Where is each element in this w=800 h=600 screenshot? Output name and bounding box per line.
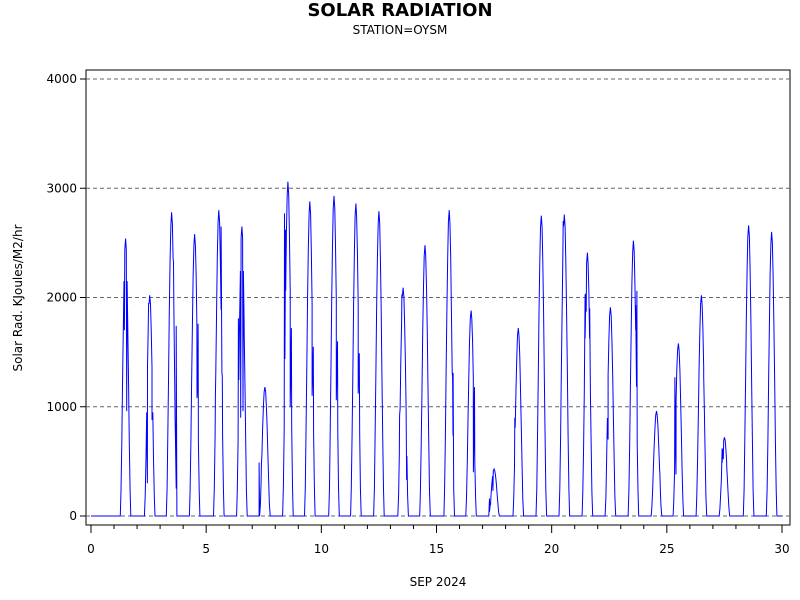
chart-subtitle: STATION=OYSM	[352, 23, 448, 37]
x-axis-label: SEP 2024	[410, 575, 467, 589]
y-tick-label: 1000	[46, 400, 77, 414]
x-axis-ticks: 0 5 10 15 20 25 30	[87, 525, 790, 556]
x-tick-label: 30	[774, 542, 789, 556]
x-tick-label: 20	[544, 542, 559, 556]
y-axis-ticks: 0 1000 2000 3000 4000	[46, 72, 86, 523]
x-tick-label: 5	[202, 542, 210, 556]
x-tick-label: 15	[429, 542, 444, 556]
y-axis-label: Solar Rad. KJoules/M2/hr	[11, 224, 25, 371]
y-tick-label: 2000	[46, 291, 77, 305]
x-tick-label: 25	[659, 542, 674, 556]
chart-title: SOLAR RADIATION	[307, 0, 493, 21]
y-tick-label: 4000	[46, 72, 77, 86]
series-line	[91, 181, 782, 517]
grid-lines	[86, 78, 790, 517]
y-tick-label: 0	[69, 509, 77, 523]
x-tick-label: 10	[314, 542, 329, 556]
x-tick-label: 0	[87, 542, 95, 556]
y-tick-label: 3000	[46, 181, 77, 195]
